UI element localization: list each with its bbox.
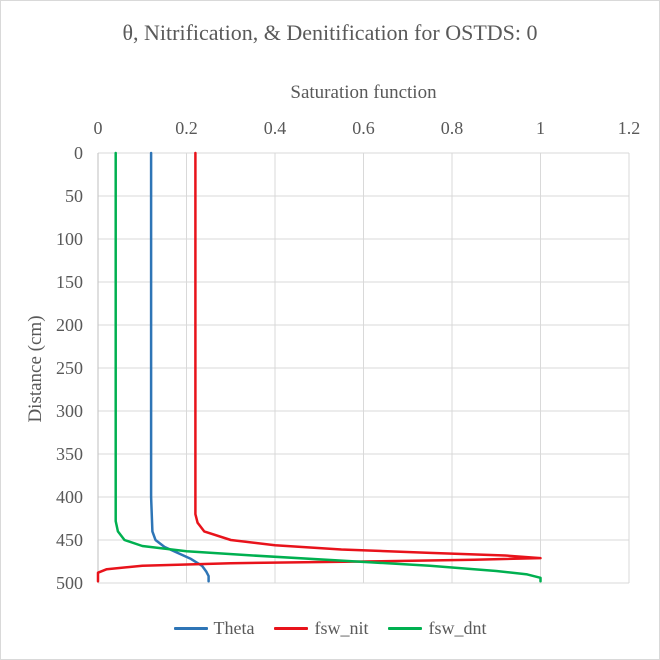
x-tick-label: 0 [94,118,103,138]
series-line-fsw_nit [96,151,542,583]
legend-item: fsw_dnt [388,618,486,639]
y-tick-label: 100 [56,229,83,249]
legend-swatch [173,627,208,630]
y-tick-label: 400 [56,487,83,507]
y-tick-label: 200 [56,315,83,335]
x-axis-title: Saturation function [290,82,437,103]
x-tick-label: 0.4 [264,118,287,138]
y-tick-label: 350 [56,444,83,464]
x-tick-label: 1.2 [618,118,641,138]
y-tick-label: 300 [56,401,83,421]
x-tick-label: 0.8 [441,118,464,138]
legend-item: fsw_nit [274,618,368,639]
y-tick-label: 250 [56,358,83,378]
legend-label: Theta [213,618,255,638]
x-tick-label: 1 [536,118,545,138]
series-line-Theta [149,151,210,583]
legend-label: fsw_nit [314,618,369,638]
y-tick-label: 450 [56,530,83,550]
legend-swatch [388,627,423,630]
x-tick-label: 0.2 [175,118,198,138]
y-tick-label: 150 [56,272,83,292]
legend-swatch [274,627,309,630]
legend: Theta fsw_nit fsw_dnt [0,618,660,639]
y-tick-label: 500 [56,573,83,593]
legend-label: fsw_dnt [428,618,487,638]
y-tick-label: 0 [74,143,83,163]
x-tick-label: 0.6 [352,118,375,138]
legend-item: Theta [173,618,255,639]
chart-title: θ, Nitrification, & Denitification for O… [122,20,538,45]
series-line-fsw_dnt [114,151,542,583]
y-tick-label: 50 [65,186,83,206]
